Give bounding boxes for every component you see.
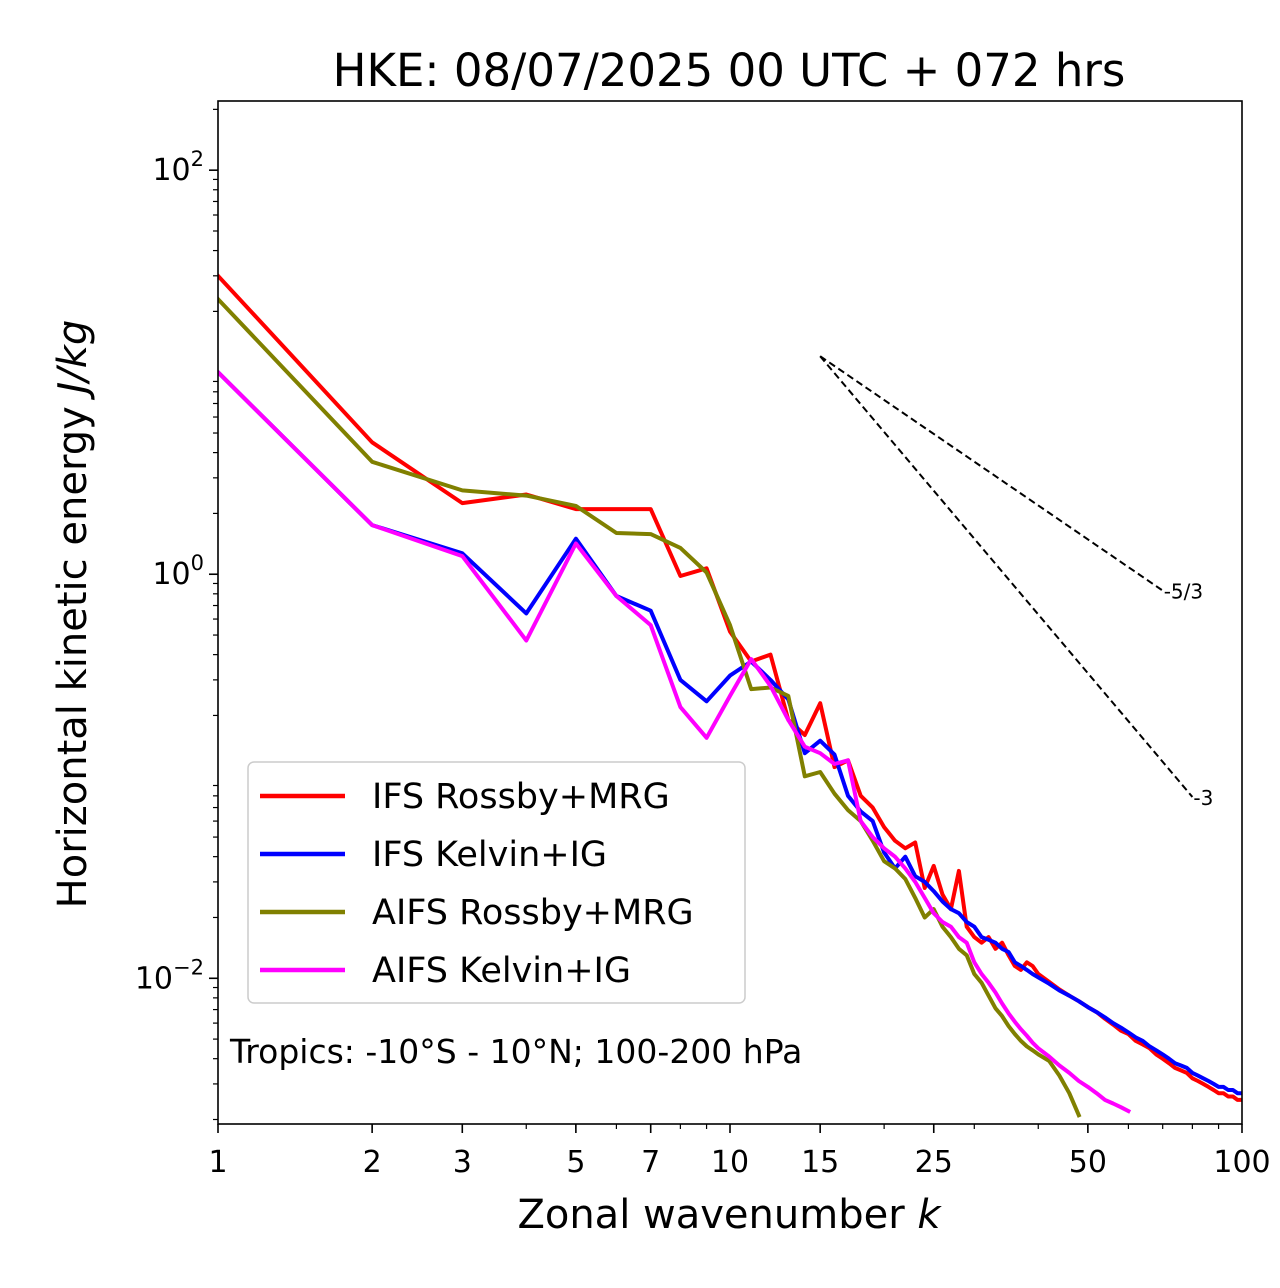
legend-box [247,761,746,1004]
legend-label: IFS Kelvin+IG [372,835,607,875]
x-axis-label: Zonal wavenumber k [517,1192,942,1238]
reference-lines: -5/3 -3 [819,355,1213,810]
y-tick-label: 100 [152,551,204,592]
x-tick-label: 25 [915,1145,953,1180]
series-line-4 [218,369,1132,1114]
legend-label: AIFS Rossby+MRG [372,893,694,933]
legend-items: IFS Rossby+MRG IFS Kelvin+IG AIFS Rossby+M… [260,777,694,991]
y-axis-label: Horizontal kinetic energy J/kg [50,320,96,909]
y-tick-label: 102 [152,147,204,188]
reference-line-label-2: -3 [1193,786,1213,810]
x-tick-label: 100 [1213,1145,1270,1180]
reference-line-2 [819,355,1194,798]
region-annotation: Tropics: -10°S - 10°N; 100-200 hPa [229,1032,802,1071]
chart-title: HKE: 08/07/2025 00 UTC + 072 hrs [333,44,1126,97]
legend: IFS Rossby+MRG IFS Kelvin+IG AIFS Rossby+M… [247,761,746,1004]
reference-line-1 [819,355,1164,592]
x-tick-label: 5 [566,1145,585,1180]
y-axis-ticks: 102 100 10−2 [135,108,218,1121]
x-tick-label: 10 [711,1145,749,1180]
x-tick-label: 2 [363,1145,382,1180]
legend-label: AIFS Kelvin+IG [372,951,631,991]
x-axis-ticks: 1 2 3 5 7 10 15 25 50 100 [208,1124,1271,1180]
series-layer [218,272,1242,1118]
series-line-3 [218,296,1082,1118]
x-tick-label: 7 [641,1145,660,1180]
x-tick-label: 3 [453,1145,472,1180]
x-tick-label: 50 [1069,1145,1107,1180]
legend-label: IFS Rossby+MRG [372,777,670,817]
x-tick-label: 1 [208,1145,227,1180]
x-tick-label: 15 [801,1145,839,1180]
reference-line-label-1: -5/3 [1164,580,1203,604]
y-tick-label: 10−2 [135,955,204,996]
